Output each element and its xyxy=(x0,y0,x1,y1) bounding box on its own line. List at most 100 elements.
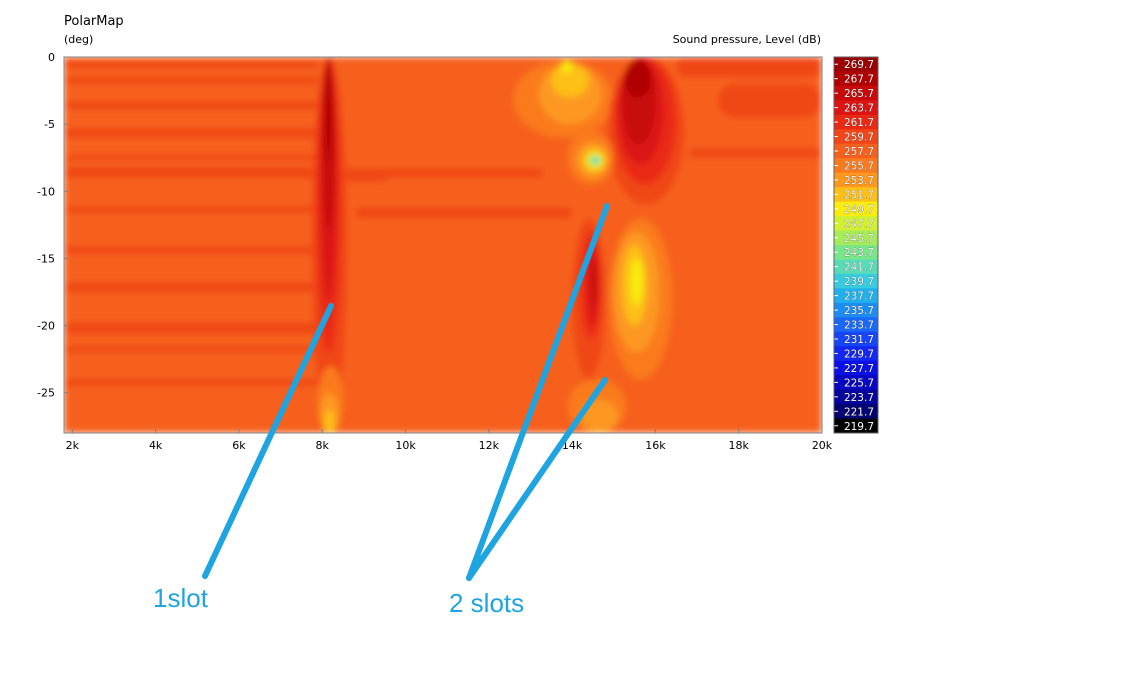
heat-region xyxy=(343,168,389,182)
colorbar-level-label: 257.7 xyxy=(844,146,874,158)
colorbar-swatch xyxy=(834,230,878,246)
annotation-lines xyxy=(202,203,610,581)
x-tick-label: 16k xyxy=(645,439,666,452)
y-axis-ticks: 0 -5 -10 -15 -20 -25 xyxy=(37,51,68,400)
y-tick-label: -20 xyxy=(37,320,55,333)
heat-region xyxy=(717,83,822,118)
colorbar-swatch xyxy=(834,85,878,101)
colorbar-level-label: 253.7 xyxy=(844,175,874,187)
heat-region xyxy=(64,379,319,386)
colorbar-level-label: 247.7 xyxy=(844,218,874,230)
colorbar-swatch xyxy=(834,302,878,318)
colorbar-level-label: 235.7 xyxy=(844,305,874,317)
x-tick-label: 18k xyxy=(729,439,750,452)
colorbar-level-label: 241.7 xyxy=(844,262,874,274)
colorbar-swatch xyxy=(834,404,878,420)
annotation-line-1slot xyxy=(202,303,334,579)
annotation-2-slots: 2 slots xyxy=(449,588,524,618)
colorbar-swatch xyxy=(834,389,878,405)
colorbar-swatch xyxy=(834,331,878,347)
colorbar-swatch xyxy=(834,114,878,130)
annotation-line-2slots-upper xyxy=(466,203,610,581)
colorbar-swatch xyxy=(834,245,878,260)
heat-region xyxy=(663,57,822,433)
colorbar-level-label: 221.7 xyxy=(844,406,874,418)
annotation-line-2slots-lower xyxy=(466,377,608,581)
colorbar-label: Sound pressure, Level (dB) xyxy=(673,33,821,46)
heat-region xyxy=(325,63,332,165)
x-tick-label: 12k xyxy=(479,439,500,452)
colorbar-level-label: 265.7 xyxy=(844,88,874,100)
heat-region xyxy=(64,61,319,68)
heat-region xyxy=(64,322,319,334)
colorbar-level-label: 249.7 xyxy=(844,204,874,216)
colorbar-level-label: 245.7 xyxy=(844,233,874,245)
x-tick-label: 10k xyxy=(395,439,416,452)
heat-region xyxy=(561,61,573,74)
colorbar-level-label: 219.7 xyxy=(844,421,874,433)
colorbar-level-label: 263.7 xyxy=(844,103,874,115)
colorbar-swatch xyxy=(834,259,878,275)
heat-region xyxy=(324,410,335,433)
colorbar-level-label: 255.7 xyxy=(844,160,874,172)
x-tick-label: 14k xyxy=(562,439,583,452)
colorbar-swatch xyxy=(834,158,878,174)
y-axis-label: (deg) xyxy=(64,33,93,46)
colorbar-level-label: 225.7 xyxy=(844,377,874,389)
heat-region xyxy=(64,101,319,110)
colorbar-swatch xyxy=(834,273,878,289)
colorbar: 269.7 267.7 265.7 263.7 261.7 259.7 257.7 255.7… xyxy=(833,56,879,434)
colorbar-level-label: 259.7 xyxy=(844,132,874,144)
x-axis-ticks: 2k 4k 6k 8k 10k 12k 14k 16k 18k 20k xyxy=(66,429,833,452)
y-tick-label: 0 xyxy=(48,51,55,64)
y-tick-label: -15 xyxy=(37,252,55,265)
colorbar-level-label: 251.7 xyxy=(844,189,874,201)
heat-region xyxy=(355,207,573,219)
colorbar-level-label: 267.7 xyxy=(844,74,874,86)
heat-region xyxy=(355,168,543,178)
colorbar-level-label: 243.7 xyxy=(844,247,874,259)
colorbar-swatch xyxy=(834,346,878,362)
heat-region xyxy=(64,282,319,292)
colorbar-level-label: 269.7 xyxy=(844,59,874,71)
colorbar-swatch xyxy=(834,375,878,391)
heat-region xyxy=(64,167,319,178)
colorbar-swatch xyxy=(834,129,878,145)
colorbar-level-label: 261.7 xyxy=(844,117,874,129)
colorbar-swatch xyxy=(834,317,878,333)
colorbar-swatch xyxy=(834,201,878,217)
colorbar-swatch xyxy=(834,216,878,232)
colorbar-swatch xyxy=(834,71,878,87)
colorbar-swatch xyxy=(834,187,878,203)
x-tick-label: 20k xyxy=(812,439,833,452)
heat-region xyxy=(64,77,319,84)
y-tick-label: -25 xyxy=(37,387,55,400)
x-tick-label: 2k xyxy=(66,439,80,452)
colorbar-swatch xyxy=(834,288,878,304)
heat-region xyxy=(624,59,652,98)
colorbar-swatch xyxy=(834,143,878,159)
heat-region xyxy=(580,399,618,433)
heat-region xyxy=(630,258,643,306)
annotation-1slot: 1slot xyxy=(153,583,209,613)
colorbar-level-label: 231.7 xyxy=(844,334,874,346)
y-tick-label: -5 xyxy=(44,118,55,131)
heat-region xyxy=(64,128,319,138)
heat-region xyxy=(590,258,598,306)
colorbar-swatch xyxy=(834,360,878,376)
colorbar-level-label: 233.7 xyxy=(844,320,874,332)
heatmap-regions xyxy=(64,57,822,433)
colorbar-level-label: 223.7 xyxy=(844,392,874,404)
colorbar-frame xyxy=(833,56,879,434)
heat-region xyxy=(64,206,319,213)
heat-region xyxy=(676,57,822,78)
colorbar-level-label: 229.7 xyxy=(844,348,874,360)
colorbar-swatch xyxy=(834,418,878,434)
plot-frame xyxy=(63,56,823,434)
colorbar-level-label: 227.7 xyxy=(844,363,874,375)
colorbar-swatch xyxy=(834,57,878,72)
heat-region xyxy=(64,345,319,353)
colorbar-level-label: 237.7 xyxy=(844,291,874,303)
chart-title: PolarMap xyxy=(64,14,124,29)
